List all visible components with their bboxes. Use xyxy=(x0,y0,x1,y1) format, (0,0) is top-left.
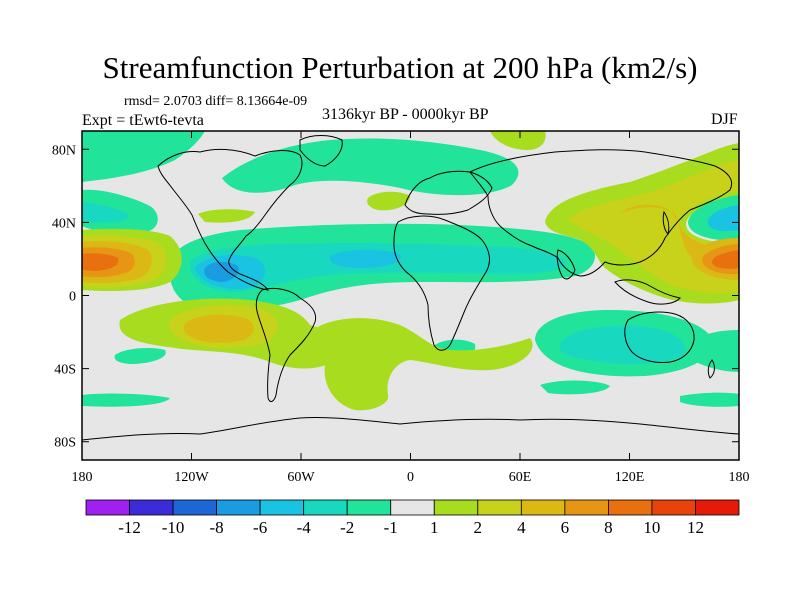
lat-axis: 80N 40N 0 40S 80S xyxy=(52,143,739,451)
contour-neg-africa-blob xyxy=(329,249,401,268)
lon-tick-label: 120W xyxy=(174,470,209,485)
lat-tick-label: 80S xyxy=(54,436,76,451)
coast-europe xyxy=(404,170,493,215)
colorbar-box xyxy=(129,499,174,516)
lat-tick-label: 0 xyxy=(69,290,76,305)
colorbar-box xyxy=(608,499,653,516)
colorbar-label: -12 xyxy=(118,518,141,537)
colorbar-label: 10 xyxy=(643,518,660,537)
colorbar-box xyxy=(259,499,305,516)
coast-antarctica xyxy=(82,416,739,441)
lon-tick-label: 0 xyxy=(407,470,414,485)
contour-field xyxy=(82,131,739,460)
contour-pos-wpac-max-core xyxy=(712,250,739,269)
colorbar-label: 4 xyxy=(517,518,526,537)
colorbar-label: 8 xyxy=(604,518,613,537)
colorbar-box xyxy=(433,499,479,516)
contour-neg-west-pacific-core xyxy=(707,205,739,232)
coast-india xyxy=(556,249,576,280)
coastlines xyxy=(82,135,739,441)
colorbar-label: -1 xyxy=(384,518,398,537)
colorbar-box xyxy=(172,499,217,516)
colorbar-label: 1 xyxy=(430,518,439,537)
coast-south-america xyxy=(255,287,317,403)
lon-axis: 180 120W 60W 0 60E 120E 180 xyxy=(72,131,750,485)
coast-australia xyxy=(624,311,695,363)
experiment-label: Expt = tEwt6-tevta xyxy=(82,112,204,129)
lat-tick-label: 40N xyxy=(52,216,76,231)
colorbar-label: -2 xyxy=(340,518,354,537)
contour-neg-southern-ocean xyxy=(540,380,610,395)
season-label: DJF xyxy=(711,111,738,128)
contour-pos-arctic-atlantic xyxy=(490,131,546,150)
lat-tick-label: 40S xyxy=(54,363,76,378)
contour-pos-south-atlantic-mid xyxy=(335,332,392,356)
colorbar-box xyxy=(520,499,566,516)
lon-tick-label: 60E xyxy=(509,470,532,485)
colorbar-label: -10 xyxy=(162,518,185,537)
colorbar-label: 2 xyxy=(474,518,483,537)
colorbar-box xyxy=(85,499,130,516)
contour-neg-tropical-inner xyxy=(189,243,567,292)
coast-maritime xyxy=(614,279,681,305)
coast-greenland xyxy=(299,135,343,167)
lon-tick-label: 180 xyxy=(729,470,750,485)
contour-pos-western-us xyxy=(198,209,255,223)
coast-africa xyxy=(393,215,490,351)
colorbar-label: -4 xyxy=(297,518,312,537)
lon-tick-label: 180 xyxy=(72,470,93,485)
contour-neg-far-south-2 xyxy=(680,392,739,407)
colorbar-label: -8 xyxy=(210,518,224,537)
lon-tick-label: 120E xyxy=(615,470,645,485)
colorbar-box xyxy=(695,499,740,516)
lon-tick-label: 60W xyxy=(287,470,315,485)
contour-neg-indian-core xyxy=(559,325,686,364)
colorbar-box xyxy=(346,499,392,516)
coast-japan xyxy=(662,210,670,235)
colorbar-box xyxy=(390,499,435,516)
coast-new-zealand xyxy=(707,359,715,379)
chart-title: Streamfunction Perturbation at 200 hPa (… xyxy=(102,50,698,85)
contour-neg-arctic-pacific xyxy=(82,131,205,182)
contour-pos-south-pacific-core xyxy=(183,314,254,343)
contour-neg-far-south-1 xyxy=(82,393,170,407)
colorbar-box xyxy=(651,499,696,516)
colorbar-label: 6 xyxy=(561,518,570,537)
lat-tick-label: 80N xyxy=(52,143,76,158)
colorbar-box xyxy=(477,499,522,516)
contour-neg-south-pacific xyxy=(114,347,166,364)
colorbar-label: -6 xyxy=(253,518,267,537)
colorbar-label: 12 xyxy=(687,518,704,537)
contour-pos-dateline-core3 xyxy=(82,253,119,271)
coast-north-america xyxy=(157,148,303,291)
colorbar: -12 -10 -8 -6 -4 -2 -1 1 2 4 6 8 10 12 xyxy=(85,499,740,537)
period-label: 3136kyr BP - 0000kyr BP xyxy=(322,106,489,123)
coast-eurasia xyxy=(469,149,733,277)
colorbar-box xyxy=(564,499,609,516)
colorbar-box xyxy=(216,499,261,516)
stats-label: rmsd= 2.0703 diff= 8.13664e-09 xyxy=(124,94,308,109)
contour-neg-north-pacific-core xyxy=(82,202,129,223)
contour-neg-east-pacific-south xyxy=(690,330,739,372)
colorbar-box xyxy=(303,499,348,516)
contour-pos-north-atlantic-small xyxy=(367,191,410,211)
